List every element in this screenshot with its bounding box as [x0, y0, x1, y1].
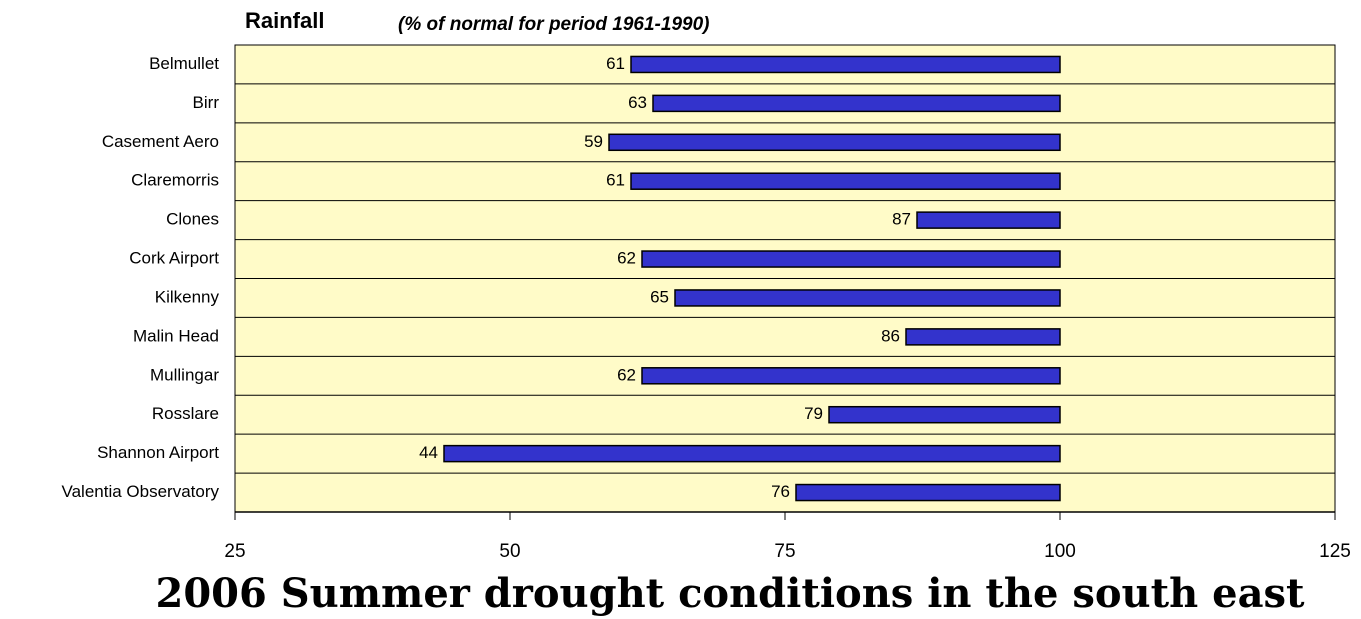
bar	[828, 405, 1061, 424]
x-tick-label: 100	[1044, 541, 1076, 562]
y-tick-label: Kilkenny	[155, 287, 220, 306]
bar	[916, 211, 1061, 229]
x-tick-label: 75	[774, 541, 795, 562]
caption: 2006 Summer drought conditions in the so…	[155, 570, 1305, 617]
value-label: 86	[881, 326, 900, 345]
y-tick-label: Rosslare	[152, 404, 219, 423]
value-label: 87	[892, 210, 911, 229]
value-label: 61	[606, 171, 625, 190]
value-label: 79	[804, 404, 823, 423]
x-tick-label: 50	[499, 541, 520, 562]
chart-subtitle: (% of normal for period 1961-1990)	[398, 14, 709, 35]
y-tick-label: Malin Head	[133, 326, 219, 345]
y-tick-label: Mullingar	[150, 365, 219, 384]
y-tick-label: Shannon Airport	[97, 443, 219, 462]
x-tick-label: 25	[224, 541, 245, 562]
y-tick-label: Casement Aero	[102, 132, 219, 151]
x-tick-label: 125	[1319, 541, 1351, 562]
value-label: 76	[771, 482, 790, 501]
bar	[905, 328, 1061, 346]
bar	[608, 133, 1061, 152]
y-tick-label: Birr	[193, 93, 220, 112]
value-label: 63	[628, 93, 647, 112]
y-tick-label: Claremorris	[131, 171, 219, 190]
value-label: 44	[419, 443, 438, 462]
y-tick-label: Valentia Observatory	[62, 482, 220, 501]
y-tick-label: Clones	[166, 210, 219, 229]
bar	[641, 367, 1061, 385]
bar	[443, 444, 1061, 463]
bar	[630, 55, 1061, 74]
value-label: 59	[584, 132, 603, 151]
bar	[641, 250, 1061, 268]
bar	[674, 289, 1061, 307]
value-label: 61	[606, 54, 625, 73]
y-tick-label: Belmullet	[149, 54, 219, 73]
value-label: 65	[650, 287, 669, 306]
chart-title: Rainfall	[245, 8, 324, 33]
value-label: 62	[617, 365, 636, 384]
value-label: 62	[617, 249, 636, 268]
bar	[630, 172, 1061, 190]
y-tick-label: Cork Airport	[129, 249, 219, 268]
bar	[652, 94, 1061, 113]
bar	[795, 483, 1061, 502]
